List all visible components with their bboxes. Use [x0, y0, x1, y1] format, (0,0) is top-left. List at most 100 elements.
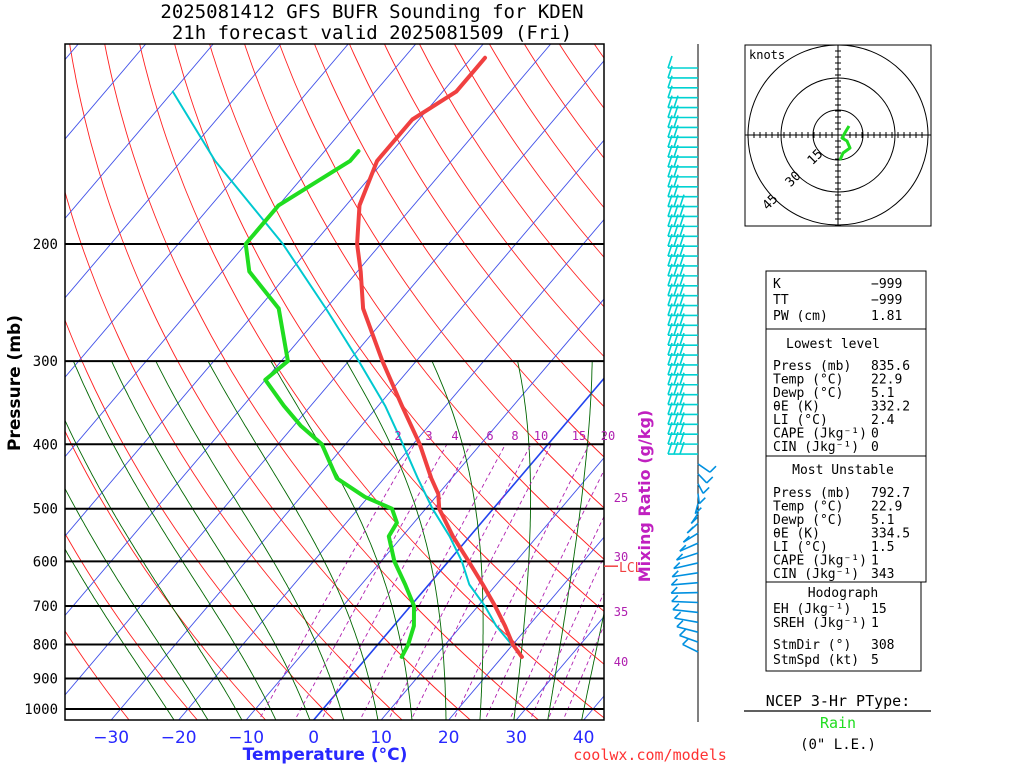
stat-label: LI (°C)	[773, 413, 828, 428]
stat-label: Temp (°C)	[773, 373, 843, 388]
wind-barb	[686, 522, 699, 534]
moist-adiabat	[111, 360, 311, 720]
stat-label: StmDir (°)	[773, 638, 851, 653]
moist-adiabat	[65, 419, 243, 720]
dry-adiabat	[418, 44, 604, 308]
stat-label: Temp (°C)	[773, 500, 843, 515]
dry-adiabat	[65, 319, 335, 720]
pressure-tick-label: 600	[33, 554, 58, 570]
isotherm	[65, 44, 282, 299]
stat-value: 1.81	[871, 309, 902, 324]
dry-adiabat	[453, 44, 604, 258]
wind-barb	[676, 620, 699, 633]
parcel-trace	[171, 90, 523, 658]
moist-adiabat	[547, 361, 593, 720]
moist-adiabat	[513, 361, 532, 720]
wind-barb	[679, 542, 699, 552]
mixing-ratio-line	[294, 444, 448, 720]
mixing-ratio-line	[509, 515, 604, 720]
stat-label: Press (mb)	[773, 486, 851, 501]
lowest-level-header: Lowest level	[786, 337, 880, 352]
moist-adiabat	[207, 360, 379, 720]
mixing-ratio-line	[453, 444, 590, 720]
wind-barb	[667, 125, 698, 139]
credit-text: coolwx.com/models	[573, 746, 727, 764]
mixing-ratio-tick-label: 8	[511, 429, 518, 443]
stat-value: 5.1	[871, 513, 894, 528]
stat-value: 0	[871, 440, 879, 455]
stat-label: CIN (Jkg⁻¹)	[773, 440, 859, 455]
temperature-trace	[355, 55, 524, 659]
temperature-tick-label: 40	[573, 728, 595, 748]
isotherm	[65, 44, 552, 617]
moist-adiabat	[72, 360, 277, 720]
wind-barb	[682, 532, 699, 543]
isotherm	[380, 457, 604, 720]
dry-adiabat	[244, 44, 604, 560]
stat-value: 0	[871, 427, 879, 442]
temperature-tick-label: 30	[505, 728, 527, 748]
dry-adiabat	[174, 44, 604, 665]
dry-adiabat	[104, 44, 539, 720]
temperature-tick-label: −10	[228, 728, 264, 748]
hodograph-stats-header: Hodograph	[808, 586, 878, 601]
mixing-ratio-tick-label: 25	[614, 491, 628, 505]
mixing-ratio-tick-label: 6	[486, 429, 493, 443]
dry-adiabat	[65, 430, 266, 720]
isotherm	[313, 377, 604, 720]
stat-value: 792.7	[871, 486, 910, 501]
chart-title: 2025081412 GFS BUFR Sounding for KDEN	[160, 1, 583, 23]
stat-label: θE (K)	[773, 527, 820, 542]
wind-barb	[670, 578, 699, 586]
dry-adiabat	[139, 44, 604, 719]
skew-t-background-lines	[65, 44, 604, 720]
moist-adiabat	[155, 360, 345, 720]
hodograph-stats-box	[765, 581, 922, 672]
mixing-ratio-tick-label: 35	[614, 605, 628, 619]
temperature-tick-label: 20	[438, 728, 460, 748]
isotherm	[65, 60, 604, 696]
wind-barb	[667, 55, 698, 69]
stat-label: CAPE (Jkg⁻¹)	[773, 427, 867, 442]
wind-barb	[675, 552, 699, 561]
wind-barb	[667, 174, 698, 188]
dry-adiabat	[314, 44, 604, 458]
pressure-tick-label: 500	[33, 502, 58, 518]
wind-barbs	[667, 55, 717, 653]
wind-barb	[671, 570, 699, 578]
stat-label: Press (mb)	[773, 359, 851, 374]
wind-barb	[671, 594, 699, 604]
stat-value: 343	[871, 567, 894, 582]
wind-barb	[697, 463, 717, 473]
wind-barb	[667, 164, 698, 178]
wind-barb	[667, 194, 698, 208]
stat-label: SREH (Jkg⁻¹)	[773, 616, 867, 631]
stat-value: −999	[871, 293, 902, 308]
stat-value: 22.9	[871, 500, 902, 515]
stat-value: −999	[871, 277, 902, 292]
mixing-ratio-line	[387, 444, 532, 720]
stat-label: θE (K)	[773, 400, 820, 415]
pressure-tick-label: 200	[33, 237, 58, 253]
wind-barb	[697, 473, 714, 484]
stats-panel: K −999 TT −999 PW (cm) 1.81 Lowest level Press …	[765, 270, 927, 672]
isotherm	[65, 44, 417, 458]
ptype-value: Rain	[820, 714, 856, 732]
mixing-ratio-axis-label: Mixing Ratio (g/kg)	[635, 410, 654, 582]
wind-barb	[672, 603, 699, 614]
moist-adiabat	[431, 360, 484, 720]
skew-t-profiles	[171, 55, 524, 659]
stat-label: StmSpd (kt)	[773, 653, 859, 668]
chart-subtitle: 21h forecast valid 2025081509 (Fri)	[172, 22, 572, 44]
dry-adiabat	[65, 532, 198, 720]
hodograph-unit-label: knots	[749, 48, 785, 62]
wind-barb	[667, 85, 698, 99]
wind-barb	[670, 586, 699, 594]
stat-label: EH (Jkg⁻¹)	[773, 602, 851, 617]
wind-barb	[667, 253, 698, 267]
pressure-tick-label: 800	[33, 638, 58, 654]
wind-barb	[682, 637, 699, 653]
wind-barb	[667, 75, 698, 89]
